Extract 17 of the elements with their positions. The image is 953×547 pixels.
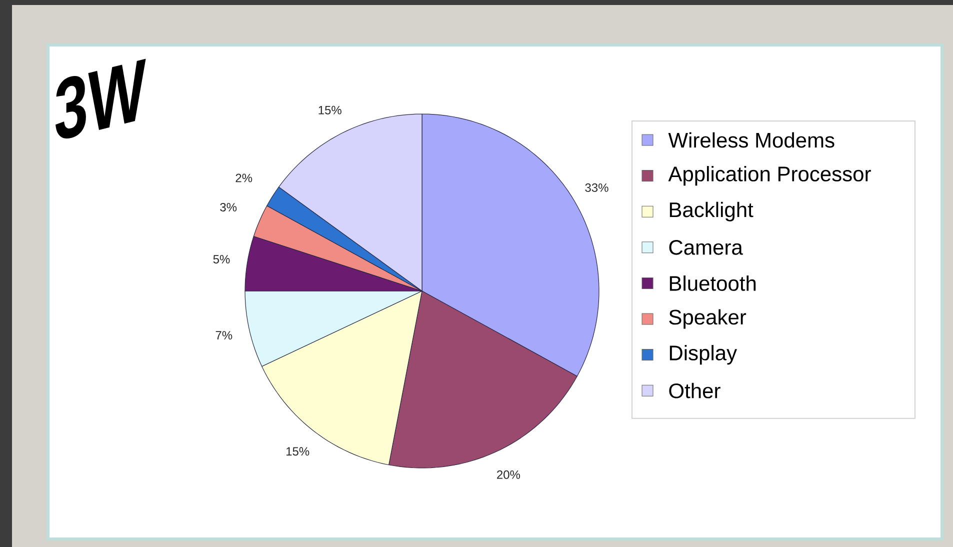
legend-label: Display: [670, 345, 738, 365]
data-label: 33%: [585, 183, 608, 192]
data-label: 3%: [220, 202, 237, 212]
chart-title: 3W: [56, 58, 146, 138]
legend-label: Backlight: [670, 202, 754, 222]
legend-label: Application Processor: [668, 166, 871, 186]
legend-label: Speaker: [669, 309, 746, 329]
legend-label: Wireless Modems: [668, 132, 834, 148]
legend-label: Camera: [669, 240, 743, 255]
data-label: 15%: [286, 447, 310, 456]
data-label: 7%: [216, 331, 232, 340]
data-label: 5%: [213, 255, 230, 264]
legend-label: Bluetooth: [670, 275, 756, 291]
data-label: 15%: [318, 106, 342, 114]
data-label: 20%: [497, 470, 520, 479]
data-label: 2%: [236, 174, 252, 182]
legend-label: Other: [669, 382, 720, 398]
